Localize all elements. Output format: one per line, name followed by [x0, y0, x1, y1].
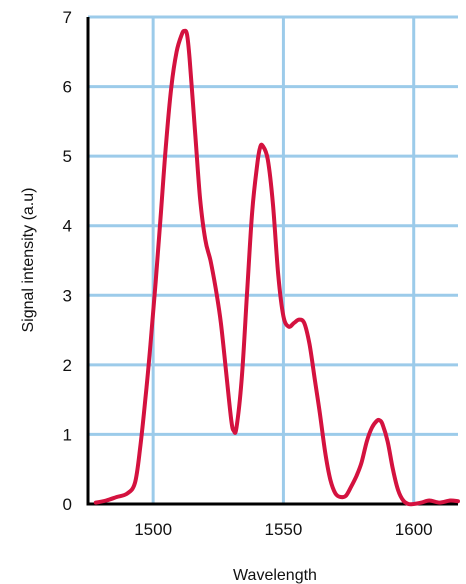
y-axis-title: Signal intensity (a.u) [20, 188, 37, 333]
y-tick-label: 6 [63, 78, 72, 97]
x-tick-label: 1600 [395, 520, 433, 539]
y-tick-label: 4 [63, 217, 72, 236]
axes [86, 17, 458, 506]
x-axis-title: Wavelength [233, 567, 317, 584]
series-layer [93, 28, 460, 507]
x-tick-label: 1500 [134, 520, 172, 539]
x-tick-label: 1550 [265, 520, 303, 539]
y-tick-label: 1 [63, 425, 72, 444]
tick-labels: 0 1 2 3 4 5 6 7 1500 1550 1600 [63, 8, 433, 539]
y-tick-label: 2 [63, 356, 72, 375]
y-tick-label: 3 [63, 286, 72, 305]
spectrum-series-line [93, 28, 460, 507]
y-tick-label: 7 [63, 8, 72, 27]
y-tick-label: 5 [63, 147, 72, 166]
y-tick-label: 0 [63, 495, 72, 514]
